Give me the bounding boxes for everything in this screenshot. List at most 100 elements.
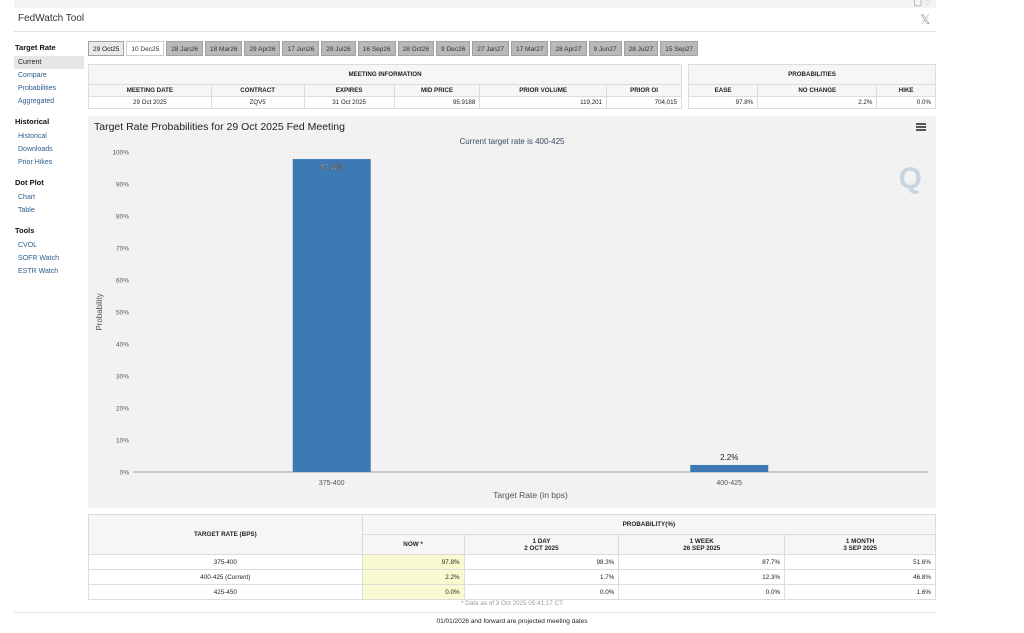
tab-meeting-date[interactable]: 29 Oct25 bbox=[88, 41, 125, 56]
probability-cell: 0.0% bbox=[361, 584, 465, 600]
y-tick-label: 10% bbox=[116, 438, 129, 445]
tab-meeting-date[interactable]: 9 Dec26 bbox=[436, 41, 471, 56]
sidebar-item-estr-watch[interactable]: ESTR Watch bbox=[18, 268, 59, 275]
probability-column-header: 1 MONTH 3 SEP 2025 bbox=[784, 534, 936, 555]
y-tick-label: 90% bbox=[116, 182, 129, 189]
probability-column-header: NOW * bbox=[361, 534, 465, 555]
table-row: 425-450 0.0% 0.0% 0.0% 1.6% bbox=[88, 584, 936, 600]
x-tick-label: 375-400 bbox=[319, 480, 345, 487]
target-rate-cell: 400-425 (Current) bbox=[88, 569, 363, 585]
x-tick-label: 400-425 bbox=[716, 480, 742, 487]
y-tick-label: 50% bbox=[116, 310, 129, 317]
sidebar-item-chart[interactable]: Chart bbox=[18, 194, 36, 201]
x-share-icon[interactable]: 𝕏 bbox=[920, 12, 931, 27]
table-cell: 97.8% bbox=[687, 96, 759, 109]
y-tick-label: 100% bbox=[112, 150, 129, 157]
tab-meeting-date[interactable]: 28 Apr27 bbox=[550, 41, 587, 56]
column-header: NO CHANGE bbox=[757, 84, 878, 97]
top-strip: ▢ ◌ bbox=[14, 0, 936, 8]
table-row: 375-400 97.8% 98.3% 87.7% 51.6% bbox=[88, 554, 936, 570]
tab-meeting-date[interactable]: 16 Sep26 bbox=[357, 41, 396, 56]
column-header: MEETING DATE bbox=[88, 84, 212, 97]
probability-cell: 51.6% bbox=[784, 554, 936, 570]
sidebar-item-historical[interactable]: Historical bbox=[18, 133, 47, 140]
probability-bar-chart: 0% 10% 20% 30% 40% 50% 60% 70% 80% 90% 100% 97.8% 37… bbox=[95, 150, 928, 500]
probability-column-header: 1 DAY 2 OCT 2025 bbox=[463, 534, 620, 555]
bar[interactable] bbox=[292, 159, 371, 472]
meeting-info-heading: MEETING INFORMATION bbox=[88, 64, 682, 85]
meeting-information-table: MEETING INFORMATION MEETING DATE CONTRACT… bbox=[88, 64, 682, 109]
app-title: FedWatch Tool bbox=[18, 13, 85, 24]
tab-meeting-date[interactable]: 28 Jan26 bbox=[166, 41, 203, 56]
tab-meeting-date[interactable]: 28 Jul27 bbox=[623, 41, 659, 56]
probability-column-header: 1 WEEK 26 SEP 2025 bbox=[618, 534, 786, 555]
table-cell: ZQV5 bbox=[210, 96, 305, 109]
tab-meeting-date[interactable]: 28 Oct26 bbox=[397, 41, 435, 56]
column-header: EXPIRES bbox=[303, 84, 395, 97]
column-header: PRIOR VOLUME bbox=[479, 84, 608, 97]
hamburger-menu-icon[interactable] bbox=[916, 123, 926, 131]
chart-title: Target Rate Probabilities for 29 Oct 202… bbox=[94, 121, 345, 133]
sidebar-item-aggregated[interactable]: Aggregated bbox=[18, 98, 55, 105]
sidebar-item-table[interactable]: Table bbox=[18, 207, 35, 214]
chart-panel: 0% 10% 20% 30% 40% 50% 60% 70% 80% 90% 100% 97.8% 37… bbox=[88, 116, 936, 508]
chart-subtitle: Current target rate is 400-425 bbox=[459, 137, 565, 146]
column-header: HIKE bbox=[876, 84, 936, 97]
y-tick-label: 20% bbox=[116, 406, 129, 413]
tab-meeting-date[interactable]: 10 Dec25 bbox=[126, 41, 165, 56]
column-header-line: 1 DAY bbox=[532, 537, 551, 545]
sidebar-item-compare[interactable]: Compare bbox=[18, 72, 47, 79]
y-tick-label: 40% bbox=[116, 342, 129, 349]
table-row: 400-425 (Current) 2.2% 1.7% 12.3% 46.8% bbox=[88, 569, 936, 585]
column-header: EASE bbox=[687, 84, 759, 97]
divider bbox=[14, 612, 936, 613]
tab-meeting-date[interactable]: 17 Mar27 bbox=[511, 41, 549, 56]
sidebar-heading: Dot Plot bbox=[15, 178, 44, 187]
column-header-line: NOW * bbox=[403, 541, 423, 548]
tab-meeting-date[interactable]: 9 Jun27 bbox=[588, 41, 622, 56]
probabilities-heading: PROBABILITIES bbox=[688, 64, 936, 85]
tab-meeting-date[interactable]: 17 Jun26 bbox=[282, 41, 320, 56]
data-timestamp-footnote: * Data as of 3 Oct 2025 05:41:17 CT bbox=[461, 600, 563, 607]
tab-meeting-date[interactable]: 27 Jan27 bbox=[472, 41, 509, 56]
target-rate-cell: 375-400 bbox=[88, 554, 363, 570]
column-header: CONTRACT bbox=[210, 84, 305, 97]
meeting-tabs: 29 Oct25 10 Dec25 28 Jan26 18 Mar26 29 Apr26… bbox=[88, 41, 699, 56]
target-rate-probability-table: TARGET RATE (BPS) PROBABILITY(%) NOW * 1 … bbox=[88, 514, 937, 600]
tab-meeting-date[interactable]: 29 Jul26 bbox=[321, 41, 356, 56]
y-tick-label: 60% bbox=[116, 278, 129, 285]
y-tick-label: 80% bbox=[116, 214, 129, 221]
sidebar-item-downloads[interactable]: Downloads bbox=[18, 146, 53, 153]
sidebar-heading: Tools bbox=[15, 226, 35, 235]
cme-q-logo: Q bbox=[898, 162, 922, 195]
divider bbox=[14, 31, 936, 32]
sidebar: Target Rate Current Compare Probabilities Ag… bbox=[14, 40, 84, 278]
column-header: PRIOR OI bbox=[606, 84, 682, 97]
bar-data-label: 97.8% bbox=[320, 163, 343, 172]
sidebar-item-current[interactable]: Current bbox=[14, 56, 84, 69]
table-cell: 704,015 bbox=[606, 96, 682, 109]
probability-cell: 46.8% bbox=[784, 569, 936, 585]
column-header-date: 3 SEP 2025 bbox=[843, 544, 877, 552]
probability-cell: 0.0% bbox=[618, 584, 786, 600]
bar[interactable] bbox=[690, 464, 769, 472]
sidebar-item-cvol[interactable]: CVOL bbox=[18, 242, 38, 249]
tab-meeting-date[interactable]: 15 Sep27 bbox=[660, 41, 699, 56]
column-header: MID PRICE bbox=[393, 84, 481, 97]
y-tick-label: 0% bbox=[120, 470, 130, 477]
table-cell: 95.9188 bbox=[393, 96, 481, 109]
probability-cell: 1.6% bbox=[784, 584, 936, 600]
probability-cell: 87.7% bbox=[618, 554, 786, 570]
bar-data-label: 2.2% bbox=[720, 453, 738, 462]
tab-meeting-date[interactable]: 29 Apr26 bbox=[244, 41, 281, 56]
sidebar-item-probabilities[interactable]: Probabilities bbox=[18, 85, 57, 92]
tab-meeting-date[interactable]: 18 Mar26 bbox=[204, 41, 243, 56]
y-tick-label: 30% bbox=[116, 374, 129, 381]
sidebar-item-prior-hikes[interactable]: Prior Hikes bbox=[18, 159, 53, 166]
window-controls-icon[interactable]: ▢ ◌ bbox=[913, 0, 930, 7]
probability-cell: 0.0% bbox=[463, 584, 620, 600]
sidebar-heading: Historical bbox=[15, 117, 50, 126]
column-header-line: 1 WEEK bbox=[689, 537, 714, 545]
y-tick-label: 70% bbox=[116, 246, 129, 253]
sidebar-item-sofr-watch[interactable]: SOFR Watch bbox=[18, 255, 59, 262]
